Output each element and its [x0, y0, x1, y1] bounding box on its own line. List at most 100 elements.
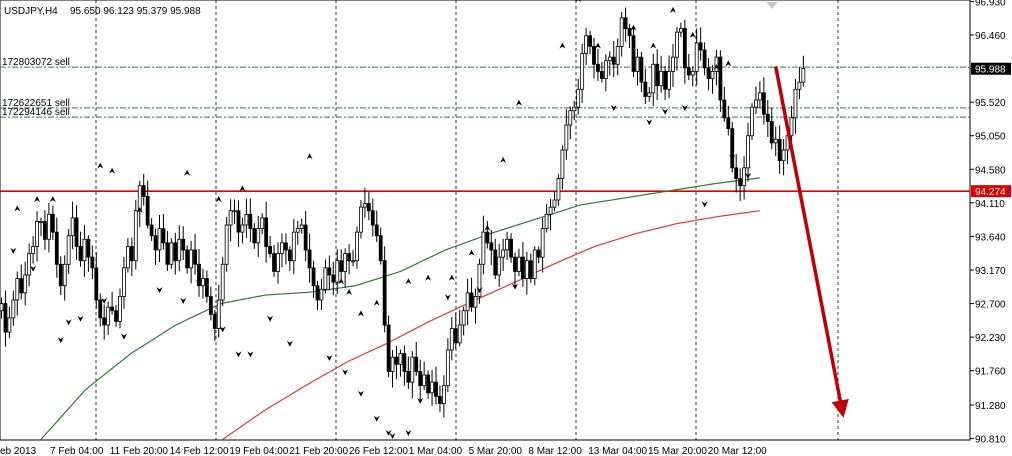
candle-body-194	[765, 113, 770, 122]
candle-148	[584, 27, 588, 65]
candle-body-93	[366, 203, 371, 212]
candle-body-14	[54, 231, 59, 265]
plot-area[interactable]	[0, 0, 971, 441]
dropdown-indicator-icon[interactable]	[766, 2, 778, 9]
order-line-label-0: 172803072 sell	[2, 57, 70, 68]
candle-154	[607, 51, 612, 76]
candle-body-146	[576, 88, 581, 108]
fractal-up-24	[630, 24, 637, 31]
candle-33	[129, 237, 134, 277]
candle-88	[347, 244, 352, 275]
candle-body-26	[102, 317, 107, 326]
candle-body-108	[426, 374, 431, 394]
candle-body-115	[453, 328, 458, 344]
candle-body-3	[11, 299, 16, 319]
candle-body-33	[129, 246, 134, 262]
candle-body-164	[647, 92, 652, 97]
candle-191	[754, 86, 758, 114]
fractal-down-0	[10, 247, 17, 254]
candle-body-128	[505, 238, 510, 251]
candle-body-193	[761, 92, 766, 115]
candle-body-151	[596, 63, 600, 72]
candle-body-192	[758, 92, 762, 101]
candle-196	[773, 126, 778, 157]
candle-body-56	[220, 263, 225, 301]
fractal-down-7	[156, 287, 163, 294]
candle-141	[556, 174, 561, 206]
candle-166	[655, 49, 660, 100]
candle-144	[568, 106, 573, 140]
fractals-layer	[10, 0, 752, 439]
fractal-up-6	[184, 169, 191, 176]
candle-7	[27, 243, 32, 287]
x-tick-label-9: 8 Mar 12:00	[528, 446, 582, 456]
candle-92	[362, 187, 367, 218]
candle-body-68	[268, 246, 273, 254]
ma-green	[40, 177, 760, 440]
candle-body-92	[362, 203, 367, 208]
candle-113	[445, 338, 450, 393]
candle-body-190	[750, 106, 754, 137]
candle-body-80	[315, 285, 320, 301]
fractal-up-3	[97, 162, 104, 169]
x-tick-label-4: 19 Feb 04:00	[229, 446, 288, 456]
candle-76	[299, 218, 304, 234]
candle-52	[204, 270, 209, 303]
y-tick-label-5: 94.580	[975, 165, 1006, 176]
candle-75	[295, 220, 300, 245]
candle-body-41	[161, 228, 166, 244]
candle-body-24	[94, 267, 99, 301]
candle-body-133	[524, 260, 529, 279]
candle-body-165	[651, 63, 656, 94]
candle-108	[426, 370, 431, 399]
ma-red	[222, 210, 760, 440]
candle-body-144	[568, 110, 573, 126]
candle-150	[592, 37, 596, 79]
candle-136	[536, 246, 541, 264]
candle-188	[742, 156, 746, 200]
support-price-label: 94.274	[975, 187, 1006, 198]
fractal-down-6	[120, 333, 127, 340]
candle-186	[734, 154, 739, 193]
candle-56	[220, 256, 225, 307]
candle-body-102	[402, 353, 407, 372]
candle-body-23	[90, 256, 95, 269]
fractal-up-26	[670, 6, 676, 13]
fractal-up-20	[515, 99, 522, 106]
fractal-down-18	[373, 415, 380, 422]
y-tick-label-1: 96.460	[975, 31, 1006, 42]
candle-58	[228, 199, 233, 242]
candle-body-36	[141, 185, 146, 197]
candle-157	[619, 11, 624, 57]
fractal-up-28	[713, 64, 720, 70]
candle-163	[643, 68, 648, 104]
candle-body-45	[177, 238, 182, 262]
candle-body-110	[434, 381, 438, 397]
candle-152	[600, 61, 604, 83]
candle-37	[145, 180, 150, 229]
fractal-down-1	[30, 265, 37, 272]
candle-body-48	[189, 249, 194, 269]
candle-body-156	[615, 46, 620, 65]
candle-96	[378, 227, 383, 265]
fractal-up-1	[34, 196, 41, 203]
candle-32	[126, 238, 130, 273]
candle-body-168	[663, 71, 667, 90]
candle-54	[212, 309, 217, 341]
candle-body-187	[738, 178, 743, 187]
y-tick-label-3: 95.520	[975, 98, 1006, 109]
candle-158	[623, 7, 628, 42]
candle-119	[469, 277, 474, 312]
candle-body-21	[82, 238, 87, 262]
candle-198	[781, 139, 786, 176]
candle-body-29	[114, 310, 118, 322]
candle-body-131	[517, 256, 521, 272]
fractal-up-2	[49, 196, 56, 203]
candle-body-83	[327, 267, 332, 276]
fractal-up-16	[448, 274, 455, 281]
candle-116	[457, 309, 462, 347]
candle-24	[94, 252, 99, 309]
candle-156	[615, 38, 620, 76]
y-tick-label-9: 92.700	[975, 300, 1006, 311]
